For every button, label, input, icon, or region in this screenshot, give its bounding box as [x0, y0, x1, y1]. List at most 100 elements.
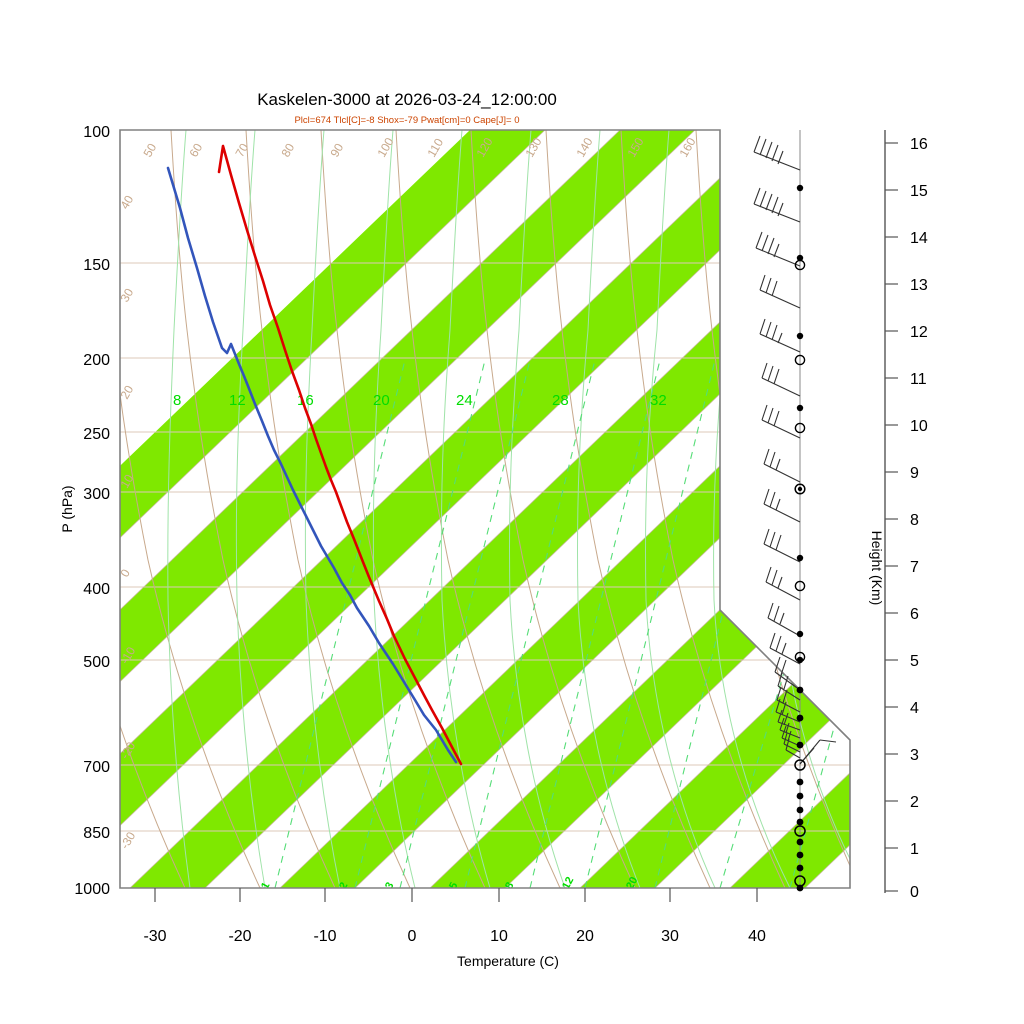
temperature-axis-title: Temperature (C) [457, 953, 559, 969]
level-open-circle [794, 259, 806, 271]
wind-barb [761, 404, 801, 439]
pressure-tick-label: 150 [83, 257, 110, 274]
level-dot [796, 818, 804, 826]
page-title: Kaskelen-3000 at 2026-03-24_12:00:00 [257, 90, 557, 109]
temperature-tick-label: 30 [661, 928, 679, 945]
level-dot [796, 630, 804, 638]
moist-adiabat-label: 28 [552, 392, 569, 409]
level-dot [796, 656, 804, 664]
wind-barb [765, 566, 801, 601]
temperature-tick-label: 40 [748, 928, 766, 945]
pressure-tick-label: 250 [83, 426, 110, 443]
wind-barb [753, 135, 801, 171]
level-dot [796, 404, 804, 412]
wind-barb [783, 732, 801, 753]
moist-adiabat-label: 20 [373, 392, 390, 409]
height-tick-label: 15 [910, 183, 928, 200]
dry-adiabat-label: 50 [140, 141, 159, 160]
level-open-circle [794, 354, 806, 366]
wind-barb [759, 274, 801, 309]
level-dot [796, 806, 804, 814]
height-tick-label: 10 [910, 418, 928, 435]
pressure-tick-label: 1000 [74, 881, 110, 898]
height-tick-label: 16 [910, 136, 928, 153]
pressure-tick-label: 500 [83, 654, 110, 671]
plot-frame [119, 129, 851, 889]
wind-barb [755, 231, 801, 267]
wind-level-markers [794, 184, 806, 892]
height-axis-title: Height (Km) [869, 531, 885, 606]
level-bullseye-outer [794, 483, 806, 495]
mixing-ratio-label: 2 [337, 880, 350, 891]
wind-barb [777, 672, 801, 701]
level-open-circle [794, 580, 806, 592]
height-tick-label: 7 [910, 559, 919, 576]
level-dot [796, 792, 804, 800]
temperature-tick-label: 10 [490, 928, 508, 945]
height-tick-label: 14 [910, 230, 928, 247]
level-dot [796, 184, 804, 192]
pressure-tick-label: 100 [83, 124, 110, 141]
wind-barb [767, 602, 801, 637]
pressure-tick-label: 850 [83, 825, 110, 842]
level-open-circle [794, 759, 806, 771]
level-bullseye-inner [797, 486, 803, 492]
wind-barbs-cluster [774, 656, 837, 765]
pressure-axis: 100 150 200 250 300 400 500 700 850 1000… [59, 124, 110, 898]
mixing-ratio-label: 5 [447, 880, 460, 891]
wind-barb [763, 448, 801, 483]
level-dot [796, 851, 804, 859]
temperature-profile-curve [217, 144, 463, 766]
dry-adiabat-label: 60 [186, 141, 205, 160]
pressure-tick-label: 300 [83, 486, 110, 503]
indices-subtitle: Plcl=674 Tlcl[C]=-8 Shox=-79 Pwat[cm]=0 … [294, 115, 519, 126]
moist-adiabat-label: 12 [229, 392, 246, 409]
height-tick-label: 4 [910, 700, 919, 717]
height-tick-label: 9 [910, 465, 919, 482]
height-tick-label: 3 [910, 747, 919, 764]
level-dot [796, 686, 804, 694]
temperature-tick-label: -20 [228, 928, 251, 945]
level-dot [796, 741, 804, 749]
level-dot [796, 884, 804, 892]
dry-adiabat-label: 90 [327, 141, 346, 160]
moist-adiabat-label: 32 [650, 392, 667, 409]
wind-barb [763, 528, 801, 563]
dry-adiabat-label: 80 [278, 141, 297, 160]
moist-adiabat-label: 8 [173, 392, 181, 409]
wind-barbs-upper [753, 135, 801, 665]
height-axis: 16 15 14 13 12 11 10 9 8 7 6 5 4 3 2 1 0… [869, 130, 928, 901]
temperature-tick-label: 0 [408, 928, 417, 945]
height-tick-label: 13 [910, 277, 928, 294]
wind-barb-column [753, 130, 837, 892]
pressure-tick-label: 400 [83, 581, 110, 598]
height-tick-label: 12 [910, 324, 928, 341]
temperature-tick-label: -10 [313, 928, 336, 945]
wind-barb [775, 698, 801, 723]
height-tick-label: 11 [910, 371, 927, 388]
dewpoint-profile-curve [166, 166, 458, 764]
level-dot [796, 254, 804, 262]
temperature-axis: -30 -20 -10 0 10 20 30 40 Temperature (C… [143, 888, 766, 969]
height-tick-label: 8 [910, 512, 919, 529]
pressure-tick-label: 200 [83, 352, 110, 369]
wind-barb [774, 656, 801, 691]
level-open-circle [794, 825, 806, 837]
dry-adiabat-label: 70 [232, 141, 251, 160]
level-open-circle [794, 422, 806, 434]
wind-barb [761, 362, 801, 397]
wind-barb [769, 632, 801, 665]
wind-barb [753, 187, 801, 223]
temperature-tick-label: 20 [576, 928, 594, 945]
wind-barb [785, 738, 801, 759]
pressure-axis-title: P (hPa) [59, 485, 75, 532]
height-tick-label: 1 [910, 841, 919, 858]
mixing-ratio-label: 3 [383, 880, 396, 891]
wind-barb [759, 318, 801, 353]
height-tick-label: 2 [910, 794, 919, 811]
height-tick-label: 5 [910, 653, 919, 670]
moist-adiabat-labels: 8 12 16 20 24 28 32 [173, 392, 667, 409]
mixing-ratio-label: 8 [503, 880, 516, 891]
height-tick-label: 6 [910, 606, 919, 623]
